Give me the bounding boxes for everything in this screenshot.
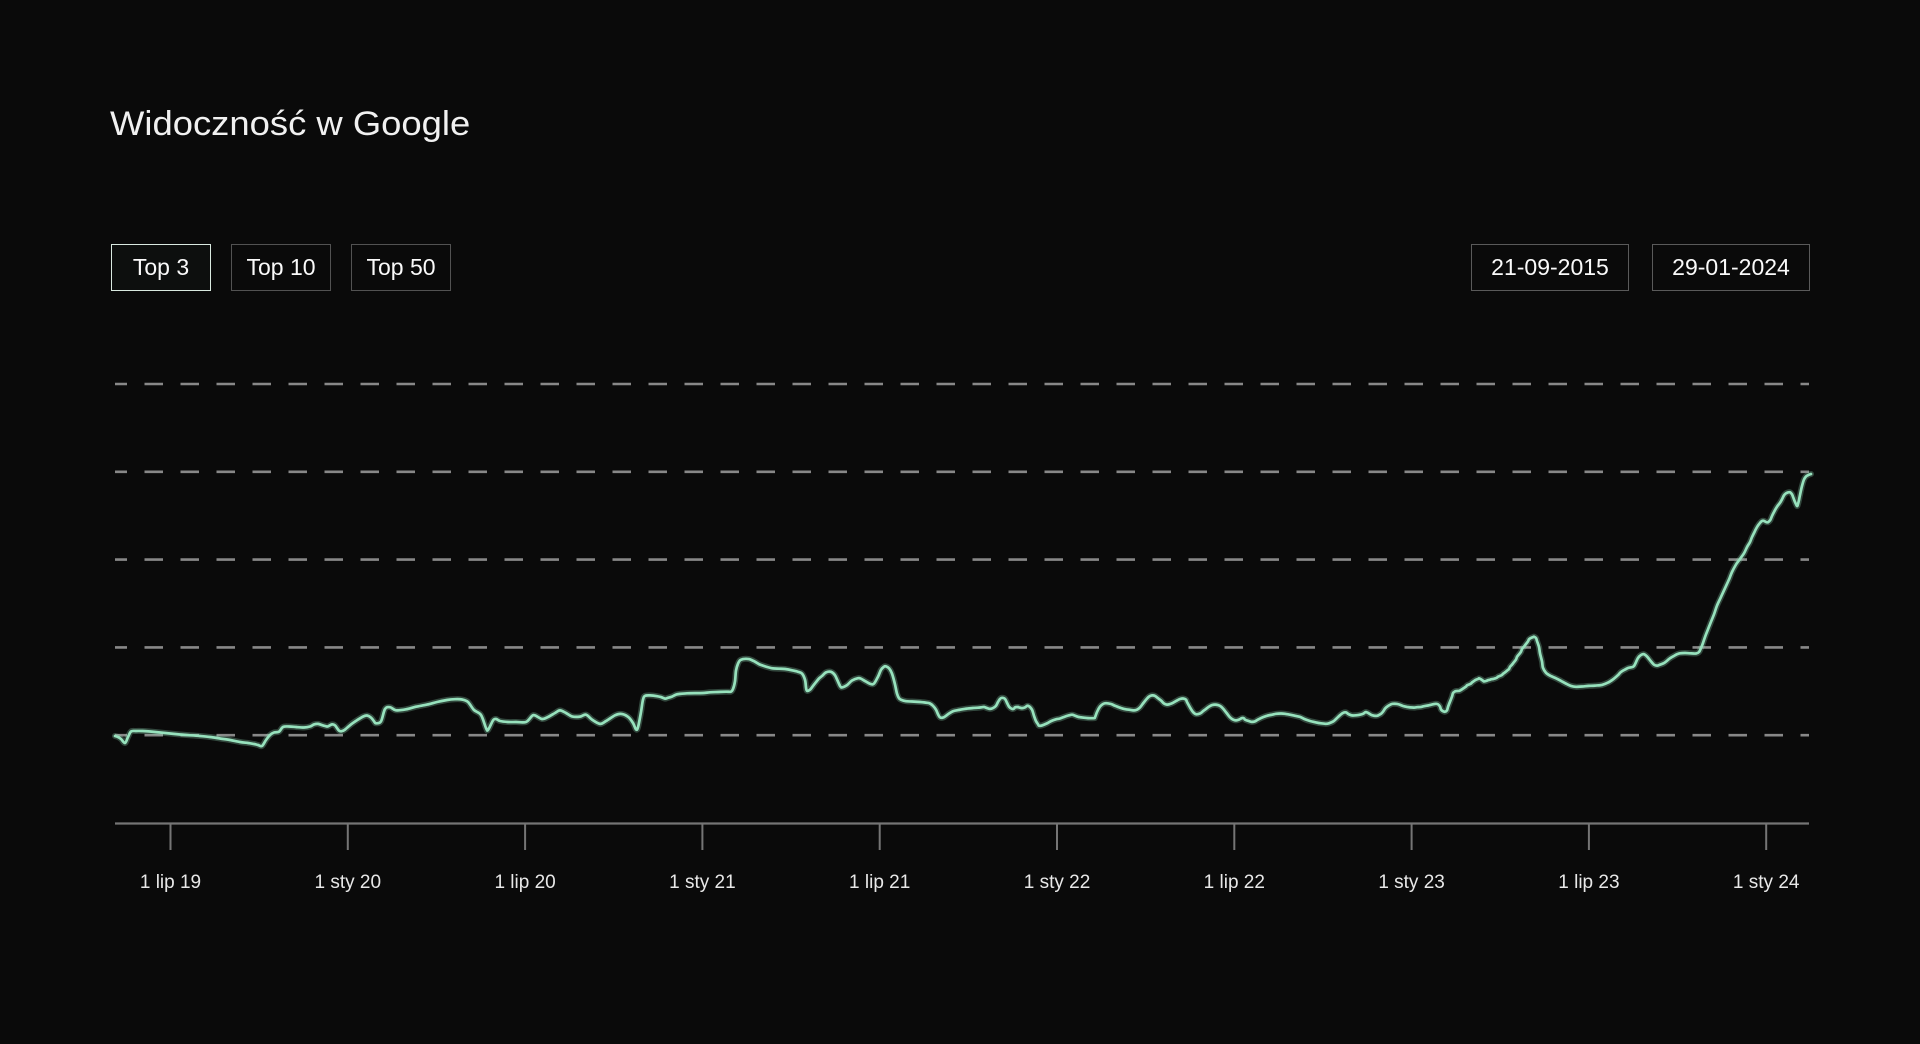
svg-text:1 sty 22: 1 sty 22 bbox=[1024, 872, 1091, 893]
svg-text:1 lip 20: 1 lip 20 bbox=[494, 872, 555, 893]
svg-text:1 sty 24: 1 sty 24 bbox=[1733, 872, 1800, 893]
svg-text:1 lip 19: 1 lip 19 bbox=[140, 872, 201, 893]
svg-text:1 sty 23: 1 sty 23 bbox=[1378, 872, 1445, 893]
svg-text:1 lip 22: 1 lip 22 bbox=[1204, 872, 1265, 893]
svg-text:1 lip 23: 1 lip 23 bbox=[1558, 872, 1619, 893]
svg-text:1 sty 20: 1 sty 20 bbox=[315, 872, 382, 893]
svg-text:1 sty 21: 1 sty 21 bbox=[669, 872, 736, 893]
svg-text:1 lip 21: 1 lip 21 bbox=[849, 872, 910, 893]
